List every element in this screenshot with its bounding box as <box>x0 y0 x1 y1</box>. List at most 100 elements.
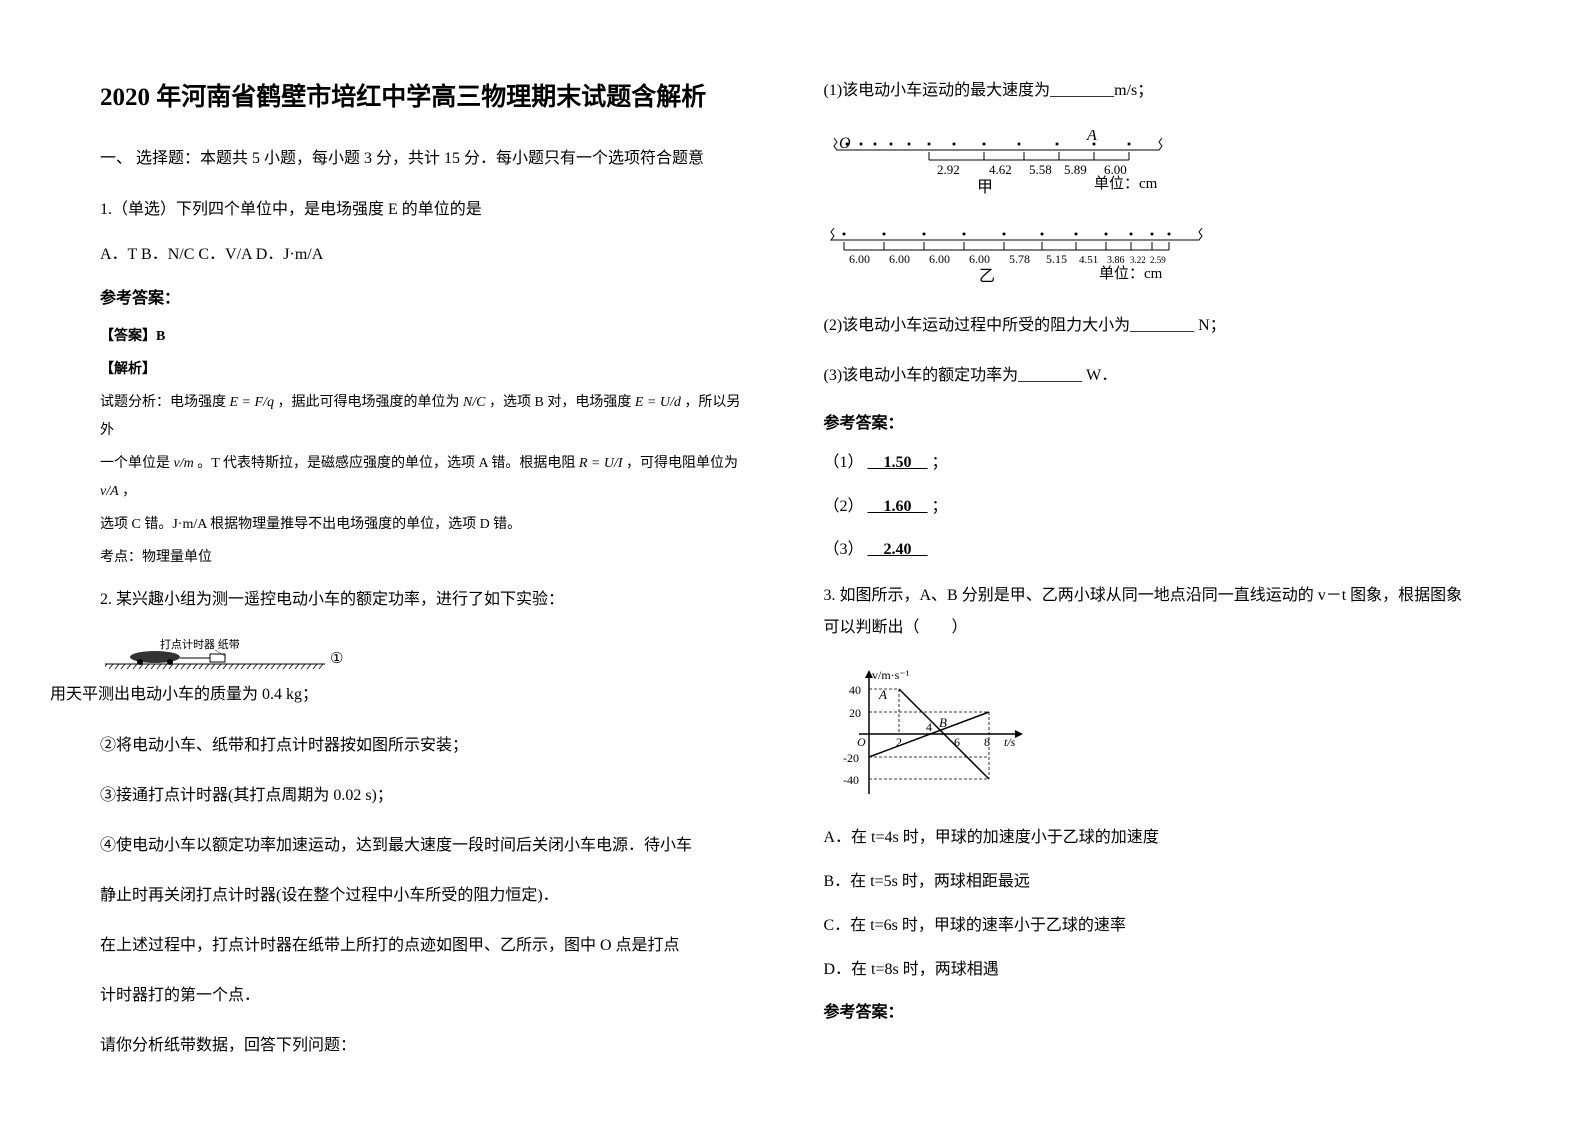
q1-answer: 【答案】B <box>100 323 744 351</box>
setup-svg: 打点计时器 纸带 <box>105 636 395 681</box>
q1-analysis-line2: 一个单位是 v/m 。T 代表特斯拉，是磁感应强度的单位，选项 A 错。根据电阻… <box>100 450 744 506</box>
q2-sub2: (2)该电动小车运动过程中所受的阻力大小为________ N； <box>824 310 1468 342</box>
val: 4.62 <box>989 162 1012 177</box>
page-title: 2020 年河南省鹤壁市培红中学高三物理期末试题含解析 <box>100 75 744 120</box>
prefix: （2） <box>824 498 864 515</box>
q2-note2: 计时器打的第一个点． <box>100 980 744 1012</box>
car-wheel <box>137 659 143 665</box>
formula-E-Ud: E = U/d <box>635 395 681 410</box>
prefix: （3） <box>824 541 864 558</box>
y-val: 40 <box>849 683 861 697</box>
tape-diagram-yi: 6.00 6.00 6.00 6.00 5.78 5.15 4.51 3.86 … <box>824 220 1468 295</box>
y-val: -40 <box>843 773 859 787</box>
q2-ans2: （2） 1.60 ； <box>824 493 1468 522</box>
text: 。T 代表特斯拉，是磁感应强度的单位，选项 A 错。根据电阻 <box>197 456 579 471</box>
prefix: （1） <box>824 454 864 471</box>
q2-answer-label: 参考答案： <box>824 410 1468 439</box>
q2-step4b: 静止时再关闭打点计时器(设在整个过程中小车所受的阻力恒定)． <box>100 880 744 912</box>
text: ，据此可得电场强度的单位为 <box>277 395 463 410</box>
text: ， <box>122 484 136 499</box>
label-B: B <box>939 715 947 730</box>
ans-value: 2.40 <box>884 541 912 558</box>
q2-step3: ③接通打点计时器(其打点周期为 0.02 s)； <box>100 780 744 812</box>
text: 一个单位是 <box>100 456 174 471</box>
brackets <box>929 152 1129 160</box>
q1-analysis-label: 【解析】 <box>100 356 744 384</box>
q2-step2: ②将电动小车、纸带和打点计时器按如图所示安装； <box>100 730 744 762</box>
q3-answer-label: 参考答案： <box>824 999 1468 1028</box>
suffix: ； <box>932 454 948 471</box>
q3-graph: v/m·s⁻¹ 40 20 O -20 -40 2 4 6 8 t/s A <box>824 659 1468 809</box>
value: 1.50 <box>868 454 928 471</box>
q2-sub1: (1)该电动小车运动的最大速度为________m/s； <box>824 75 1468 107</box>
q1-options: A．T B．N/C C．V/A D．J·m/A <box>100 241 744 270</box>
val: 5.78 <box>1009 252 1030 266</box>
q2-ans1: （1） 1.50 ； <box>824 449 1468 478</box>
tape-diagram-jia: O A 2.92 4.62 5.58 5.89 6.00 单 <box>824 125 1468 205</box>
val: 6.00 <box>929 252 950 266</box>
tape-yi-svg: 6.00 6.00 6.00 6.00 5.78 5.15 4.51 3.86 … <box>829 225 1209 290</box>
left-column: 2020 年河南省鹤壁市培红中学高三物理期末试题含解析 一、 选择题：本题共 5… <box>100 75 784 1082</box>
value: 1.60 <box>868 498 928 515</box>
suffix: ； <box>932 498 948 515</box>
unit-vA: v/A <box>100 484 119 499</box>
q2-sub3: (3)该电动小车的额定功率为________ W． <box>824 360 1468 392</box>
q2-step4: ④使电动小车以额定功率加速运动，达到最大速度一段时间后关闭小车电源．待小车 <box>100 830 744 862</box>
tape-jia-svg: O A 2.92 4.62 5.58 5.89 6.00 单 <box>829 130 1199 200</box>
val: 2.59 <box>1150 255 1166 265</box>
car-wheel <box>167 659 173 665</box>
text: ，选项 B 对，电场强度 <box>489 395 635 410</box>
diagram-labels: 打点计时器 纸带 <box>160 637 240 651</box>
text: ，可得电阻单位为 <box>626 456 738 471</box>
y-val: O <box>857 735 866 749</box>
vt-graph-svg: v/m·s⁻¹ 40 20 O -20 -40 2 4 6 8 t/s A <box>829 664 1029 804</box>
q2-note1: 在上述过程中，打点计时器在纸带上所打的点迹如图甲、乙所示，图中 O 点是打点 <box>100 930 744 962</box>
q2-ans3: （3） 2.40 <box>824 536 1468 565</box>
unit-vm: v/m <box>174 456 194 471</box>
value: 2.40 <box>868 541 928 558</box>
brackets <box>844 242 1169 250</box>
ans-value: 1.60 <box>884 498 912 515</box>
jia-label: 甲 <box>977 179 993 196</box>
q3-choice-a: A．在 t=4s 时，甲球的加速度小于乙球的加速度 <box>824 824 1468 853</box>
x-unit: t/s <box>1004 735 1016 749</box>
val: 6.00 <box>849 252 870 266</box>
ans-value: 1.50 <box>884 454 912 471</box>
q1-stem: 1.（单选）下列四个单位中，是电场强度 E 的单位的是 <box>100 194 744 226</box>
val: 4.51 <box>1079 254 1098 266</box>
text: 试题分析：电场强度 <box>100 395 230 410</box>
q3-choice-b: B．在 t=5s 时，两球相距最远 <box>824 868 1468 897</box>
val: 3.22 <box>1130 255 1146 265</box>
val: 3.86 <box>1107 255 1125 266</box>
yi-label: 乙 <box>979 268 995 285</box>
unit: 单位：cm <box>1094 175 1158 192</box>
val: 6.00 <box>1104 162 1127 177</box>
q1-analysis-point: 考点：物理量单位 <box>100 544 744 572</box>
section-header: 一、 选择题：本题共 5 小题，每小题 3 分，共计 15 分．每小题只有一个选… <box>100 145 744 174</box>
q2-setup-diagram: 打点计时器 纸带 <box>100 631 744 715</box>
val: 6.00 <box>969 252 990 266</box>
val: 5.89 <box>1064 162 1087 177</box>
formula-R-UI: R = U/I <box>579 456 623 471</box>
label-A: A <box>878 687 887 702</box>
val: 5.15 <box>1046 252 1067 266</box>
val: 5.58 <box>1029 162 1052 177</box>
step1-text: ① <box>330 651 343 667</box>
q2-prompt: 请你分析纸带数据，回答下列问题： <box>100 1030 744 1062</box>
tape-dots <box>842 233 1170 236</box>
unit-NC: N/C <box>463 395 486 410</box>
q2-stem: 2. 某兴趣小组为测一遥控电动小车的额定功率，进行了如下实验： <box>100 584 744 616</box>
y-unit: v/m·s⁻¹ <box>872 668 910 682</box>
timer-box <box>210 654 225 662</box>
val: 6.00 <box>889 252 910 266</box>
q3-stem: 3. 如图所示，A、B 分别是甲、乙两小球从同一地点沿同一直线运动的 v－t 图… <box>824 580 1468 644</box>
val: 2.92 <box>937 162 960 177</box>
label-A: A <box>1086 130 1097 144</box>
q1-analysis-line1: 试题分析：电场强度 E = F/q ，据此可得电场强度的单位为 N/C ，选项 … <box>100 389 744 445</box>
right-column: (1)该电动小车运动的最大速度为________m/s； O A 2.92 <box>784 75 1468 1082</box>
q1-answer-label: 参考答案： <box>100 285 744 314</box>
y-val: -20 <box>843 751 859 765</box>
tape-outline <box>834 138 1162 150</box>
q3-choice-d: D．在 t=8s 时，两球相遇 <box>824 956 1468 985</box>
q1-analysis-line3: 选项 C 错。J·m/A 根据物理量推导不出电场强度的单位，选项 D 错。 <box>100 511 744 539</box>
